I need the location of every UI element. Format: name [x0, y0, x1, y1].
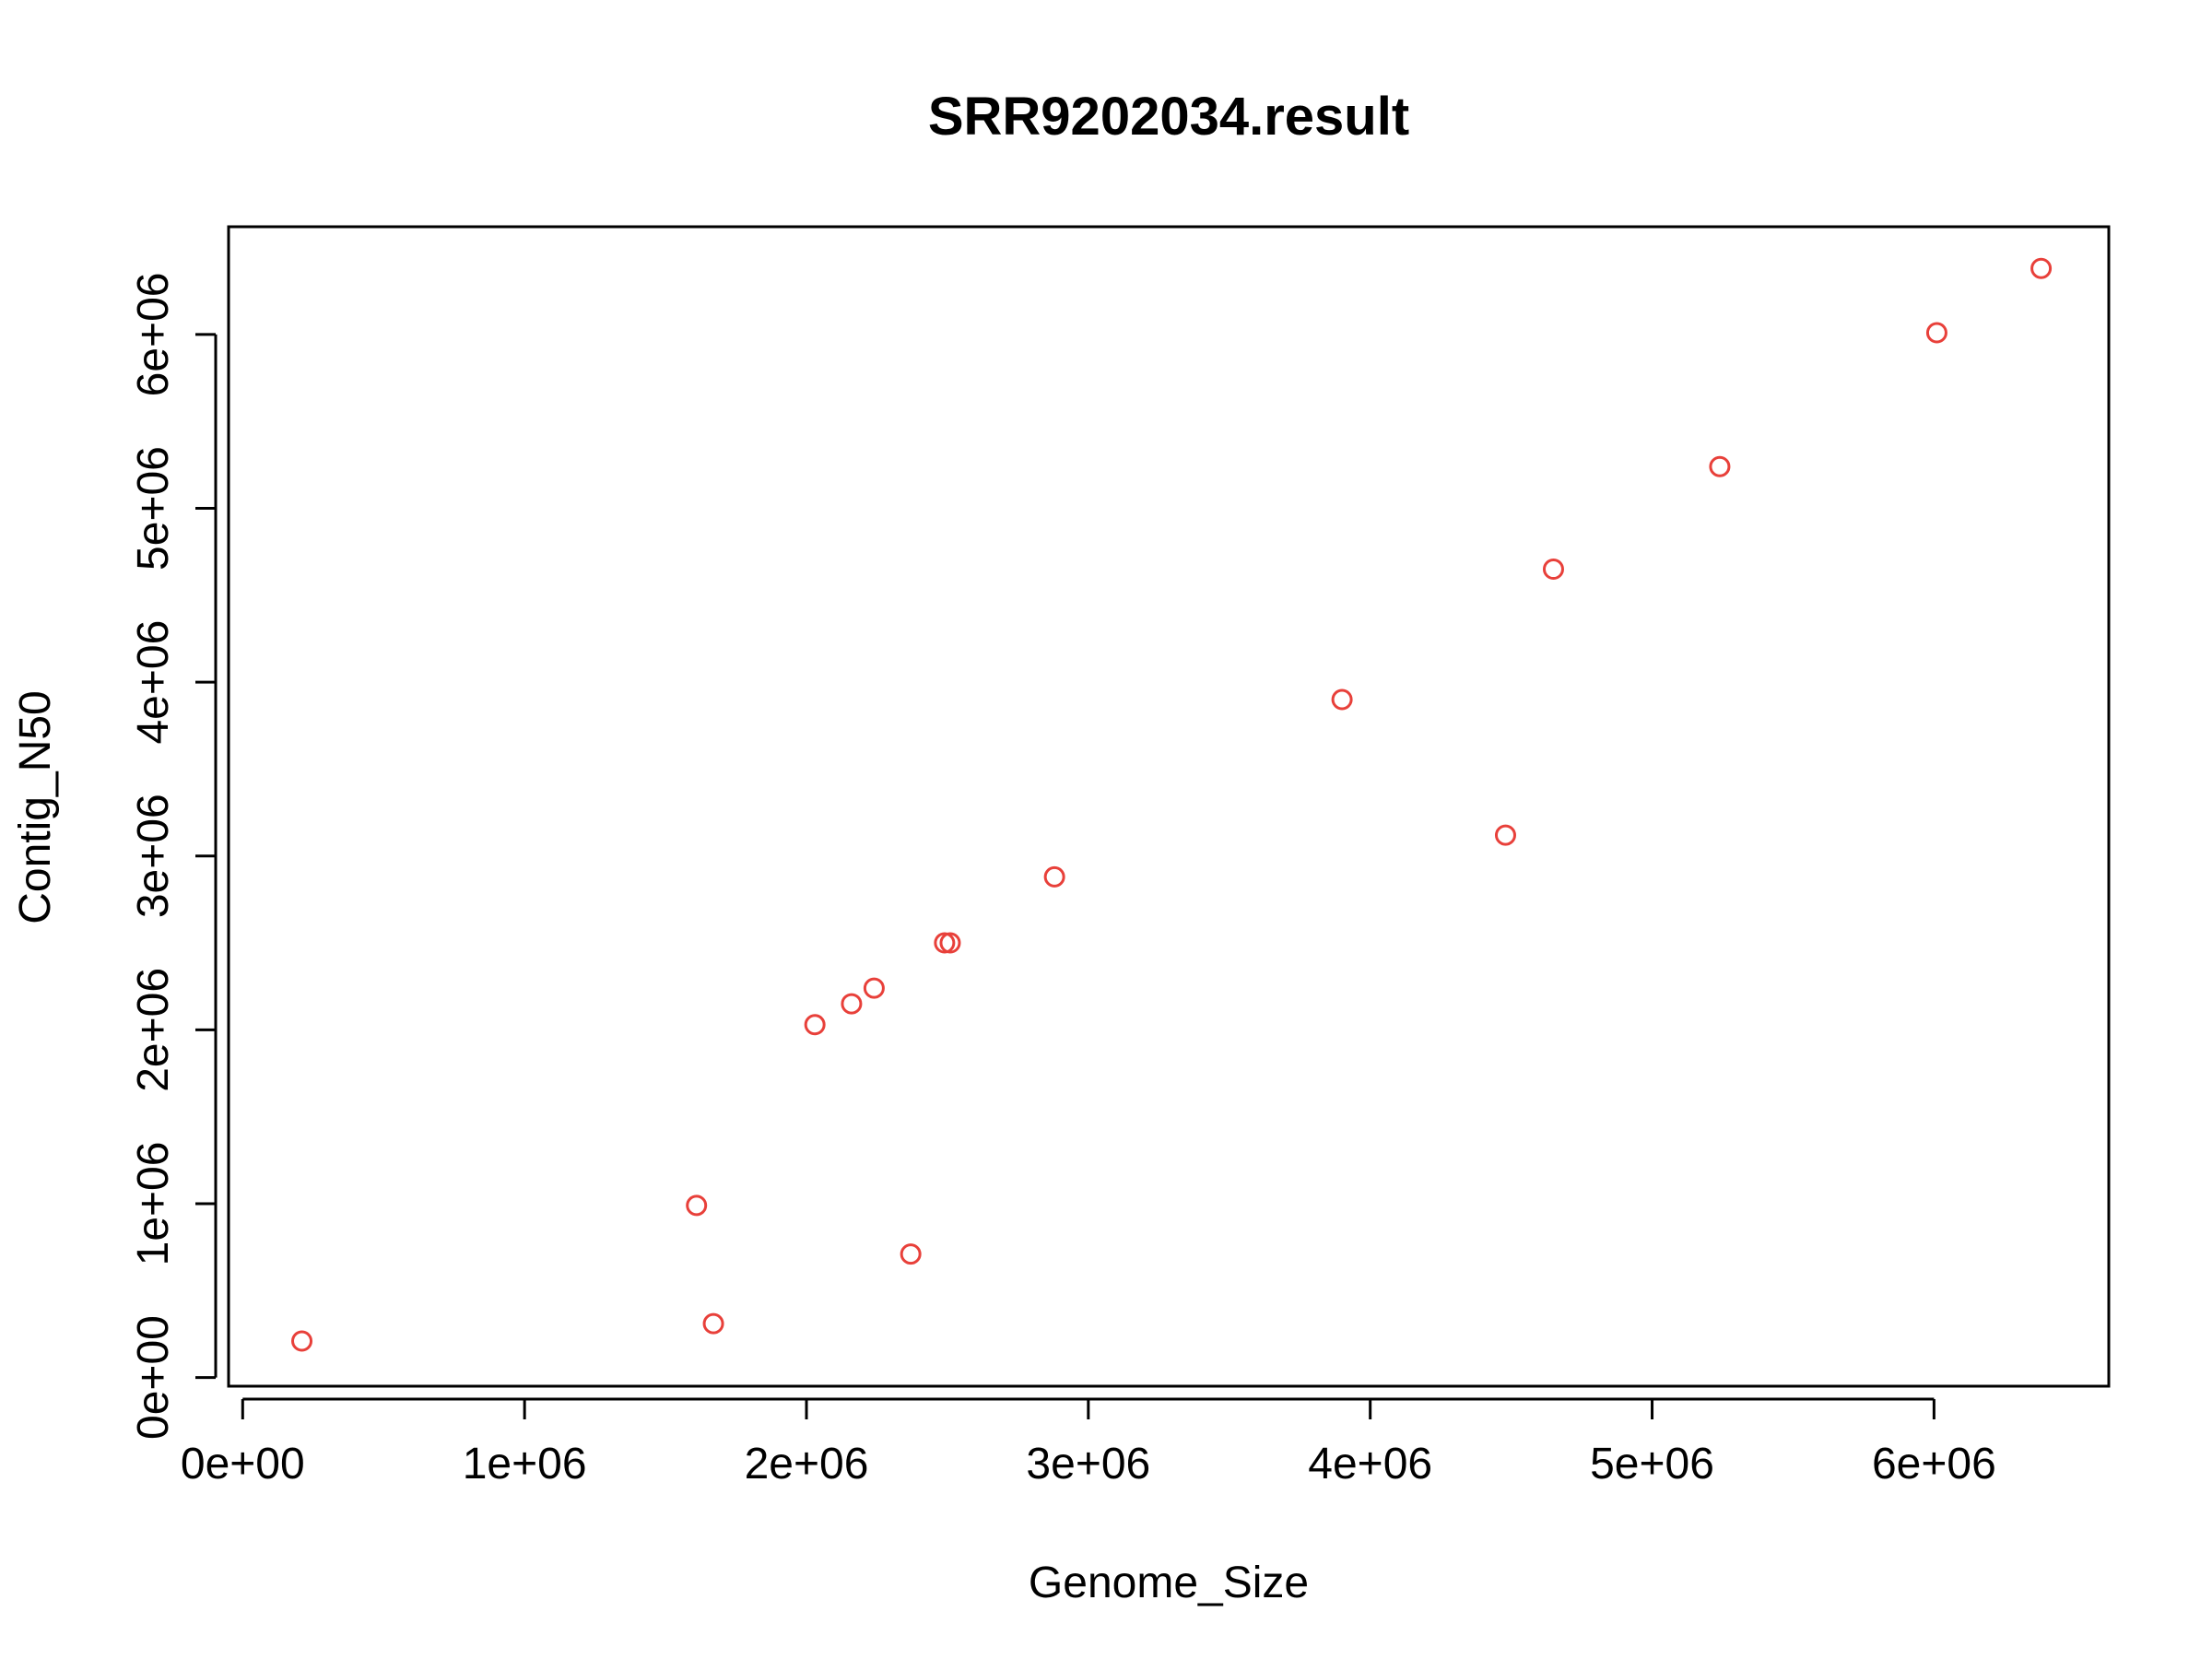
data-point	[686, 1194, 708, 1217]
y-axis: 0e+00 1e+06 2e+06 3e+06 4e+06 5e+06 6e+06	[129, 273, 218, 1440]
data-point	[2030, 257, 2053, 279]
x-tick-label: 0e+00	[181, 1440, 305, 1488]
x-tick-label: 6e+06	[1872, 1440, 1996, 1488]
chart-title: SRR9202034.result	[928, 87, 1409, 147]
data-point	[841, 993, 863, 1015]
data-point	[934, 932, 956, 954]
data-point	[939, 932, 961, 954]
data-point	[900, 1243, 922, 1265]
x-tick-label: 2e+06	[745, 1440, 869, 1488]
data-point	[1925, 322, 1947, 344]
data-point	[804, 1014, 826, 1036]
x-axis-label: Genome_Size	[1029, 1559, 1309, 1607]
data-point	[863, 977, 885, 999]
y-tick-label: 4e+06	[129, 620, 178, 745]
data-points	[291, 257, 2053, 1352]
y-tick-label: 5e+06	[129, 446, 178, 571]
plot-frame	[227, 225, 2111, 1388]
data-point	[1494, 824, 1516, 846]
x-axis: 0e+00 1e+06 2e+06 3e+06 4e+06 5e+06 6e+06	[181, 1397, 1996, 1488]
data-point	[1542, 559, 1564, 581]
data-point	[291, 1330, 313, 1352]
y-tick-label: 0e+00	[129, 1315, 178, 1440]
data-point	[1043, 865, 1065, 888]
x-tick-label: 5e+06	[1590, 1440, 1714, 1488]
y-axis-label: Contig_N50	[11, 690, 60, 924]
y-tick-label: 2e+06	[129, 968, 178, 1092]
x-tick-label: 4e+06	[1308, 1440, 1432, 1488]
data-point	[702, 1312, 724, 1335]
y-tick-label: 1e+06	[129, 1142, 178, 1266]
x-tick-label: 1e+06	[463, 1440, 587, 1488]
data-point	[1331, 688, 1353, 711]
data-point	[1709, 455, 1731, 477]
x-tick-label: 3e+06	[1026, 1440, 1150, 1488]
y-tick-label: 6e+06	[129, 273, 178, 397]
y-tick-label: 3e+06	[129, 794, 178, 918]
